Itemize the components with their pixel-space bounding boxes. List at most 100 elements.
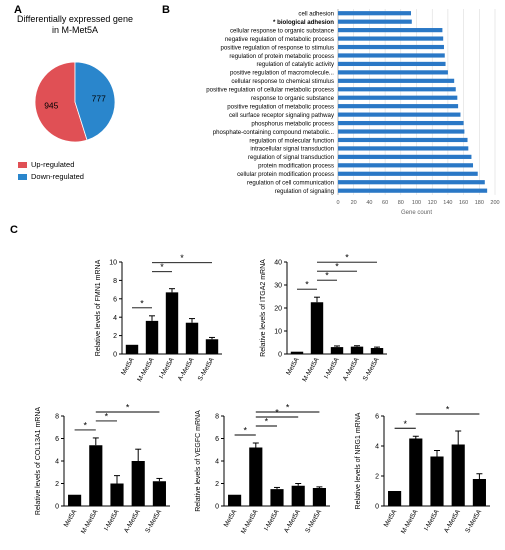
significance-star: * bbox=[325, 271, 329, 281]
panel-label-c: C bbox=[10, 224, 18, 236]
significance-star: * bbox=[345, 253, 349, 263]
x-tick-label: S-Met5A bbox=[197, 356, 216, 382]
go-x-tick-label: 120 bbox=[428, 200, 437, 206]
go-category-label: cell surface receptor signaling pathway bbox=[229, 112, 335, 119]
x-tick-label: I-Met5A bbox=[158, 356, 176, 380]
y-axis-label: Relative levels of NRG1 mRNA bbox=[355, 412, 362, 509]
go-category-label: negative regulation of metabolic process bbox=[225, 36, 334, 43]
x-tick-label: S-Met5A bbox=[304, 508, 323, 534]
x-tick-label: M-Met5A bbox=[400, 508, 420, 535]
data-bar bbox=[388, 491, 402, 506]
data-bar bbox=[312, 488, 326, 506]
significance-star: * bbox=[105, 411, 109, 421]
x-tick-label: Met5A bbox=[285, 356, 301, 377]
x-tick-label: M-Met5A bbox=[80, 508, 100, 535]
go-bar bbox=[338, 171, 478, 176]
go-bar bbox=[338, 53, 445, 58]
go-bar bbox=[338, 28, 443, 33]
x-tick-label: Met5A bbox=[223, 508, 239, 529]
significance-star: * bbox=[265, 417, 269, 427]
y-tick-label: 4 bbox=[375, 444, 379, 451]
go-bar bbox=[338, 163, 474, 168]
go-bar bbox=[338, 44, 444, 50]
go-x-tick-label: 100 bbox=[412, 200, 421, 206]
legend-swatch-down bbox=[18, 173, 27, 180]
go-bar bbox=[338, 180, 485, 185]
go-category-label: cellular response to organic substance bbox=[230, 27, 335, 34]
go-x-tick-label: 60 bbox=[382, 200, 388, 206]
y-tick-label: 0 bbox=[215, 504, 219, 511]
y-tick-label: 4 bbox=[55, 459, 59, 466]
legend-swatch-up bbox=[18, 161, 27, 168]
go-category-label: cellular protein modification process bbox=[237, 171, 334, 178]
go-bar bbox=[338, 120, 464, 126]
x-tick-label: Met5A bbox=[383, 508, 399, 529]
go-category-label: phosphate-containing compound metabolic.… bbox=[213, 129, 335, 136]
significance-star: * bbox=[305, 280, 309, 290]
go-x-tick-label: 200 bbox=[490, 200, 499, 206]
x-tick-label: A-Met5A bbox=[177, 356, 196, 382]
go-category-label: regulation of molecular function bbox=[249, 137, 334, 144]
go-bar bbox=[338, 19, 412, 24]
go-bar bbox=[338, 146, 469, 151]
go-category-label: phosphorus metabolic process bbox=[251, 120, 334, 127]
y-tick-label: 10 bbox=[109, 260, 117, 267]
x-tick-label: A-Met5A bbox=[123, 508, 142, 534]
data-bar bbox=[152, 481, 166, 506]
go-category-label: regulation of signal transduction bbox=[248, 154, 334, 161]
data-bar bbox=[125, 344, 139, 354]
go-x-tick-label: 160 bbox=[459, 200, 468, 206]
go-bar bbox=[338, 188, 488, 193]
pie-slice-down bbox=[74, 61, 116, 141]
go-x-axis-label: Gene count bbox=[401, 210, 432, 216]
data-bar bbox=[249, 447, 263, 506]
go-category-label: positive regulation of metabolic process bbox=[227, 103, 334, 110]
go-x-tick-label: 20 bbox=[351, 200, 357, 206]
go-x-tick-label: 140 bbox=[443, 200, 452, 206]
x-tick-label: A-Met5A bbox=[342, 356, 361, 382]
go-x-tick-label: 80 bbox=[398, 200, 404, 206]
panel-label-a: A bbox=[14, 4, 22, 16]
x-tick-label: M-Met5A bbox=[301, 356, 321, 383]
y-tick-label: 4 bbox=[113, 315, 117, 322]
data-bar bbox=[409, 438, 423, 506]
legend-label-up: Up-regulated bbox=[31, 160, 75, 169]
go-category-label: positive regulation of macromolecule... bbox=[230, 70, 334, 77]
x-tick-label: S-Met5A bbox=[464, 508, 483, 534]
go-x-tick-label: 0 bbox=[336, 200, 339, 206]
x-tick-label: I-Met5A bbox=[323, 356, 341, 380]
x-tick-label: I-Met5A bbox=[263, 508, 281, 532]
y-tick-label: 0 bbox=[375, 504, 379, 511]
significance-star: * bbox=[335, 262, 339, 272]
x-tick-label: M-Met5A bbox=[240, 508, 260, 535]
go-x-tick-label: 40 bbox=[366, 200, 372, 206]
fmn1-bar-chart: 0 2 4 6 8 10 Met5A M-Met5A I-Met5A A-Met5A S-Met5A… bbox=[95, 253, 222, 383]
data-bar bbox=[290, 351, 304, 354]
go-category-label: regulation of protein metabolic process bbox=[229, 53, 334, 60]
data-bar bbox=[451, 444, 465, 506]
go-category-label: * biological adhesion bbox=[273, 19, 334, 26]
pie-title-line-1: Differentially expressed gene bbox=[17, 14, 133, 24]
x-tick-label: Met5A bbox=[120, 356, 136, 377]
legend-label-down: Down-regulated bbox=[31, 172, 84, 181]
go-category-label: regulation of catalytic activity bbox=[256, 61, 335, 68]
y-axis-label: Relative levels of VEGFC mRNA bbox=[195, 410, 202, 512]
data-bar bbox=[185, 322, 199, 354]
go-category-label: protein modification process bbox=[258, 163, 334, 170]
y-tick-label: 0 bbox=[113, 352, 117, 359]
pie-slice-up bbox=[34, 61, 88, 143]
go-category-label: cellular response to chemical stimulus bbox=[231, 78, 334, 85]
data-bar bbox=[310, 302, 324, 354]
y-axis-label: Relative levels of COL13A1 mRNA bbox=[35, 407, 42, 515]
go-bar bbox=[338, 129, 465, 134]
go-bar bbox=[338, 36, 444, 41]
y-tick-label: 6 bbox=[375, 414, 379, 421]
y-tick-label: 8 bbox=[55, 414, 59, 421]
data-bar bbox=[205, 339, 219, 354]
x-tick-label: S-Met5A bbox=[362, 356, 381, 382]
go-bar bbox=[338, 112, 461, 117]
significance-star: * bbox=[160, 262, 164, 272]
data-bar bbox=[110, 483, 124, 506]
go-category-label: regulation of cell communication bbox=[247, 180, 334, 187]
itga2-bar-chart: 0 10 20 30 40 Met5A M-Met5A I-Met5A A-Met5A S-Met… bbox=[260, 253, 387, 383]
